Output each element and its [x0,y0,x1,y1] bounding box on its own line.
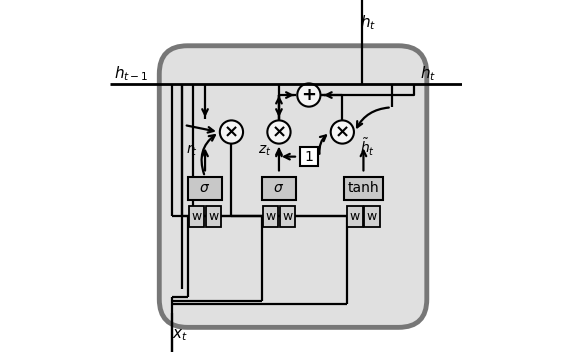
Text: tanh: tanh [348,181,379,195]
Bar [262,177,296,200]
Text: $\tilde{h}_t$: $\tilde{h}_t$ [360,137,375,158]
Text: +: + [301,86,316,104]
Text: ×: × [271,123,287,141]
Text: 1: 1 [304,150,313,164]
Bar [189,206,204,227]
Circle shape [267,120,291,144]
Text: w: w [208,210,219,223]
Bar [263,206,278,227]
Circle shape [331,120,354,144]
Text: $h_{t-1}$: $h_{t-1}$ [113,64,148,83]
Text: w: w [367,210,377,223]
Bar [364,206,380,227]
Text: $\sigma$: $\sigma$ [200,181,210,195]
Bar [344,177,383,200]
Text: $h_t$: $h_t$ [420,64,436,83]
Text: w: w [350,210,360,223]
Text: ×: × [224,123,239,141]
Text: w: w [192,210,202,223]
Bar [188,177,222,200]
Text: ×: × [335,123,350,141]
Text: $\sigma$: $\sigma$ [273,181,284,195]
Bar [347,206,363,227]
Text: $h_t$: $h_t$ [360,13,376,32]
Text: $z_t$: $z_t$ [259,144,272,158]
Text: w: w [283,210,292,223]
Circle shape [297,83,320,107]
FancyBboxPatch shape [159,46,427,327]
Bar [206,206,221,227]
Text: w: w [265,210,276,223]
Bar [300,147,318,166]
Bar [280,206,295,227]
Text: $r_t$: $r_t$ [186,143,198,158]
Text: $x_t$: $x_t$ [172,327,188,343]
Circle shape [220,120,243,144]
